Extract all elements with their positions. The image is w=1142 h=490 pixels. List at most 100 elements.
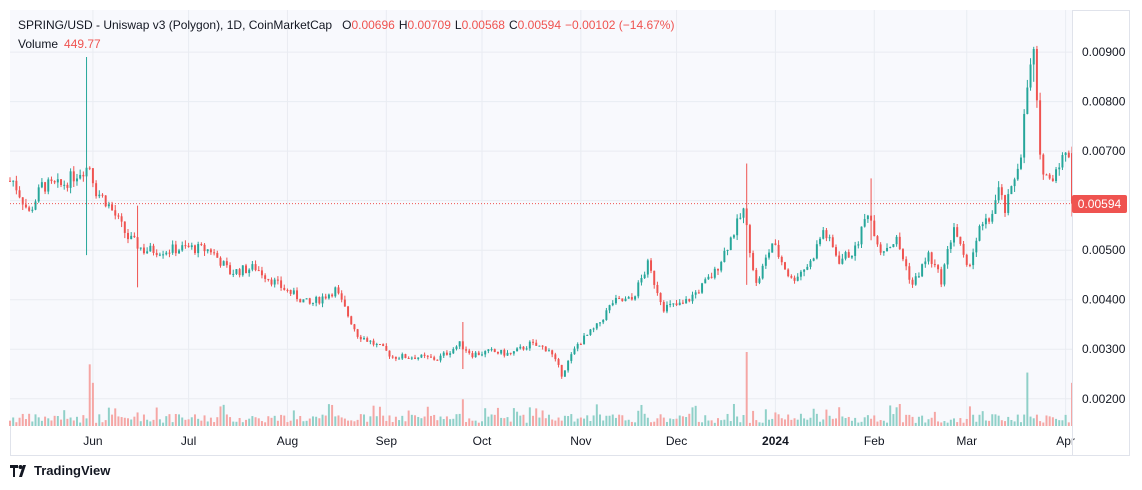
candle-body bbox=[324, 296, 327, 299]
candle-body bbox=[675, 303, 678, 306]
candle-body bbox=[640, 278, 643, 283]
volume-bar bbox=[398, 420, 401, 426]
volume-bar bbox=[886, 422, 889, 426]
candle-body bbox=[104, 195, 107, 207]
candle-body bbox=[18, 190, 21, 198]
volume-bar bbox=[1042, 422, 1045, 426]
volume-bar bbox=[968, 406, 971, 426]
candle-body bbox=[1016, 168, 1019, 180]
volume-bar bbox=[911, 416, 914, 426]
candle-body bbox=[1039, 100, 1042, 155]
candle-body bbox=[72, 171, 75, 182]
volume-bar bbox=[315, 416, 318, 426]
candle-body bbox=[519, 346, 522, 349]
candle-body bbox=[101, 194, 104, 196]
volume-bar bbox=[264, 422, 267, 426]
volume-bar bbox=[662, 417, 665, 426]
candle-body bbox=[787, 269, 790, 277]
candle-body bbox=[206, 249, 209, 252]
volume-bar bbox=[516, 411, 519, 426]
candle-body bbox=[777, 244, 780, 257]
volume-bar bbox=[187, 419, 190, 426]
candle-body bbox=[308, 298, 311, 304]
volume-bar bbox=[803, 418, 806, 426]
candle-body bbox=[551, 350, 554, 355]
y-tick-label: 0.00500 bbox=[1082, 243, 1126, 257]
low-value: 0.00568 bbox=[461, 18, 505, 32]
x-tick-label: Aug bbox=[277, 434, 298, 448]
volume-bar bbox=[1019, 422, 1022, 426]
candle-body bbox=[937, 265, 940, 270]
candle-body bbox=[401, 354, 404, 359]
candle-body bbox=[994, 200, 997, 214]
volume-bar bbox=[755, 420, 758, 426]
candle-body bbox=[822, 230, 825, 239]
volume-bar bbox=[997, 415, 1000, 426]
volume-bar bbox=[1026, 372, 1029, 426]
volume-bar bbox=[34, 414, 37, 426]
candle-body bbox=[442, 352, 445, 356]
candle-body bbox=[895, 236, 898, 245]
candle-body bbox=[752, 252, 755, 270]
candle-body bbox=[433, 357, 436, 360]
volume-bar bbox=[142, 414, 145, 426]
volume-bar bbox=[946, 422, 949, 426]
candle-body bbox=[372, 340, 375, 345]
volume-bar bbox=[981, 411, 984, 426]
volume-bar bbox=[544, 418, 547, 426]
y-tick-label: 0.00800 bbox=[1082, 95, 1126, 109]
candle-body bbox=[474, 352, 477, 358]
volume-bar bbox=[815, 413, 818, 426]
candle-body bbox=[758, 278, 761, 283]
candle-body bbox=[458, 341, 461, 347]
candle-body bbox=[337, 287, 340, 294]
candle-body bbox=[573, 348, 576, 355]
volume-bar bbox=[394, 416, 397, 426]
volume-bar bbox=[621, 415, 624, 426]
volume-bar bbox=[949, 419, 952, 426]
volume-bar bbox=[678, 415, 681, 426]
x-tick-label: Apr bbox=[1056, 434, 1075, 448]
candle-body bbox=[978, 226, 981, 241]
plot-area[interactable] bbox=[10, 10, 1072, 426]
volume-bar bbox=[697, 421, 700, 426]
volume-bar bbox=[535, 408, 538, 426]
symbol-title[interactable]: SPRING/USD - Uniswap v3 (Polygon), 1D, C… bbox=[18, 18, 333, 32]
volume-bar bbox=[165, 416, 168, 426]
candle-body bbox=[717, 268, 719, 271]
candle-body bbox=[1064, 152, 1067, 156]
volume-bar bbox=[729, 421, 732, 426]
candle-body bbox=[34, 201, 37, 210]
candle-body bbox=[197, 244, 200, 254]
candle-body bbox=[541, 345, 544, 347]
candle-body bbox=[111, 204, 114, 211]
candle-body bbox=[500, 349, 503, 354]
volume-bar bbox=[490, 414, 493, 426]
candle-body bbox=[496, 351, 499, 354]
candle-body bbox=[327, 294, 330, 299]
tradingview-attribution[interactable]: TradingView bbox=[10, 463, 110, 478]
candle-body bbox=[404, 354, 407, 358]
candle-body bbox=[946, 249, 949, 265]
volume-bar bbox=[1016, 414, 1019, 426]
candle-body bbox=[289, 289, 292, 294]
volume-bar bbox=[605, 415, 608, 426]
volume-bar bbox=[541, 410, 544, 426]
candle-body bbox=[1019, 157, 1022, 169]
volume-bar bbox=[809, 417, 812, 426]
candle-body bbox=[583, 335, 586, 345]
grid-lines bbox=[10, 10, 1072, 426]
candle-body bbox=[82, 174, 85, 177]
volume-bar bbox=[1051, 417, 1054, 426]
candle-body bbox=[69, 171, 72, 188]
candle-body bbox=[481, 354, 483, 356]
volume-bar bbox=[305, 420, 308, 426]
volume-label[interactable]: Volume bbox=[18, 37, 59, 51]
volume-bar bbox=[717, 418, 719, 426]
volume-bar bbox=[95, 422, 98, 426]
candle-body bbox=[347, 306, 350, 317]
volume-bar bbox=[681, 416, 684, 426]
volume-bar bbox=[618, 414, 621, 426]
candle-body bbox=[665, 304, 668, 312]
